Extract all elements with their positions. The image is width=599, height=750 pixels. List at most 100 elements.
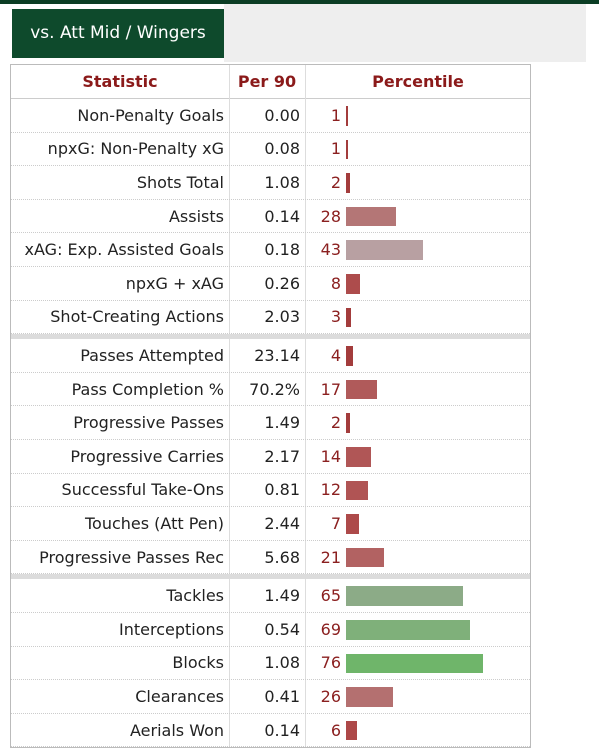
statistic-name: Pass Completion % <box>71 379 224 399</box>
row-border <box>11 712 530 714</box>
percentile-value: 1 <box>330 139 341 159</box>
percentile-value: 3 <box>330 307 341 327</box>
row-border <box>11 371 530 373</box>
statistic-name: npxG + xAG <box>125 273 224 293</box>
percentile-value: 14 <box>320 446 341 466</box>
row-border <box>11 299 530 301</box>
statistic-name: Progressive Carries <box>70 446 224 466</box>
per90-value: 0.14 <box>264 206 300 226</box>
percentile-bar <box>346 274 361 294</box>
per90-value: 0.26 <box>264 273 300 293</box>
row-border <box>11 405 530 407</box>
statistic-name: Non-Penalty Goals <box>77 105 224 125</box>
row-border <box>11 439 530 440</box>
statistic-name: Progressive Passes Rec <box>39 547 224 567</box>
statistic-name: Interceptions <box>119 619 224 639</box>
percentile-value: 2 <box>330 413 341 433</box>
tab-bar-bg <box>224 4 586 62</box>
statistic-name: Successful Take-Ons <box>61 480 224 500</box>
percentile-bar <box>346 514 359 534</box>
percentile-bar <box>346 139 348 160</box>
per90-value: 1.08 <box>264 653 300 673</box>
percentile-value: 4 <box>330 346 341 365</box>
percentile-bar <box>346 346 354 366</box>
per90-value: 1.49 <box>264 413 300 433</box>
row-border <box>11 131 530 133</box>
percentile-value: 69 <box>320 619 341 639</box>
per90-value: 0.41 <box>264 687 300 706</box>
header-cell: Per 90 <box>237 72 297 91</box>
group-separator <box>11 334 530 340</box>
statistic-name: Shot-Creating Actions <box>50 307 224 327</box>
statistic-name: Shots Total <box>136 173 224 192</box>
percentile-bar <box>346 687 393 707</box>
group-separator <box>11 574 530 580</box>
row-border <box>11 333 530 335</box>
header-cell: Statistic <box>82 72 158 91</box>
statistic-name: Progressive Passes <box>73 413 224 433</box>
row-border <box>11 472 530 474</box>
row-border <box>11 266 530 267</box>
row-border <box>11 198 530 200</box>
statistic-name: Tackles <box>166 586 224 606</box>
per90-value: 0.08 <box>264 139 300 159</box>
percentile-value: 76 <box>320 653 341 673</box>
statistic-name: Clearances <box>135 687 224 706</box>
percentile-value: 21 <box>320 547 341 567</box>
per90-value: 0.14 <box>264 720 300 740</box>
percentile-bar <box>346 173 350 193</box>
row-border <box>11 746 530 748</box>
stats-table: Statistic Per 90 Percentile Non-Penalty … <box>10 64 531 748</box>
row-border <box>11 645 530 647</box>
percentile-value: 7 <box>330 514 341 533</box>
row-border <box>11 539 530 541</box>
per90-value: 0.00 <box>264 105 300 125</box>
percentile-bar <box>346 447 372 467</box>
statistic-name: npxG: Non-Penalty xG <box>47 139 224 159</box>
per90-value: 0.54 <box>264 619 300 639</box>
header-cell: Percentile <box>372 72 464 91</box>
percentile-bar <box>346 413 350 433</box>
percentile-value: 43 <box>320 240 341 260</box>
statistic-name: Touches (Att Pen) <box>84 514 224 533</box>
per90-value: 5.68 <box>264 547 300 567</box>
percentile-value: 26 <box>320 687 341 706</box>
statistic-name: Aerials Won <box>129 720 224 740</box>
percentile-bar <box>346 379 377 400</box>
per90-value: 70.2% <box>249 379 300 399</box>
percentile-value: 1 <box>330 105 341 125</box>
percentile-bar <box>346 720 357 741</box>
percentile-value: 6 <box>330 720 341 740</box>
per90-value: 23.14 <box>254 346 300 365</box>
top-strip <box>0 0 599 4</box>
percentile-bar <box>346 586 463 606</box>
percentile-bar <box>346 547 384 568</box>
per90-value: 2.44 <box>264 514 300 533</box>
row-border <box>11 679 530 681</box>
percentile-bar <box>346 620 471 640</box>
per90-value: 0.81 <box>264 480 300 500</box>
percentile-value: 2 <box>330 173 341 192</box>
statistic-name: xAG: Exp. Assisted Goals <box>24 240 224 260</box>
per90-value: 1.08 <box>264 173 300 192</box>
row-border <box>11 232 530 234</box>
percentile-value: 28 <box>320 206 341 226</box>
percentile-bar <box>346 307 352 328</box>
per90-value: 2.17 <box>264 446 300 466</box>
percentile-bar <box>346 106 348 126</box>
percentile-bar <box>346 240 424 260</box>
header-row: Statistic Per 90 Percentile <box>11 65 530 99</box>
tab-button[interactable]: vs. Att Mid / Wingers <box>12 9 224 58</box>
percentile-bar <box>346 480 368 501</box>
row-border <box>11 612 530 613</box>
percentile-value: 12 <box>320 480 341 500</box>
percentile-bar <box>346 206 397 227</box>
statistic-name: Assists <box>168 206 224 226</box>
percentile-value: 65 <box>320 586 341 606</box>
statistic-name: Blocks <box>172 653 224 673</box>
row-border <box>11 506 530 508</box>
per90-value: 0.18 <box>264 240 300 260</box>
percentile-value: 8 <box>330 273 341 293</box>
percentile-bar <box>346 653 483 674</box>
